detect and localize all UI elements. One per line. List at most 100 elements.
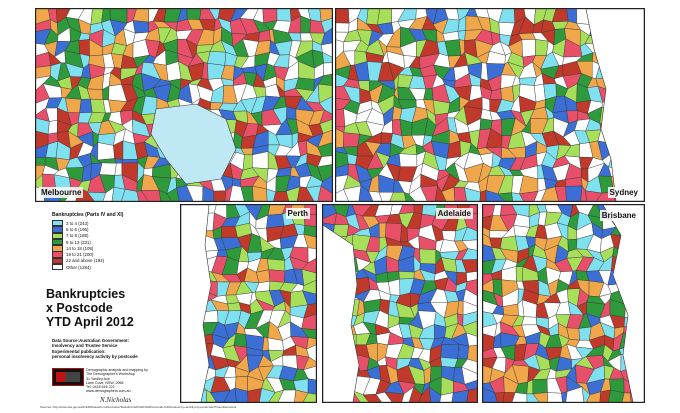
postcode-area [389,192,407,201]
postcode-area [451,389,469,402]
postcode-area [266,258,286,272]
credit-line: Lane Cove, NSW, 2066 [86,380,124,385]
credit-line: 31 Yardley Ave [86,376,110,381]
postcode-area [621,392,632,402]
postcode-area [586,391,601,402]
postcode-area [343,132,361,148]
postcode-area [541,186,559,201]
data-source-note: Data Source:Australian Government: Insol… [52,338,176,360]
postcode-area [581,386,591,402]
postcode-area [521,316,538,326]
postcode-area [401,386,415,402]
postcode-area [36,157,47,166]
source-line-1: Data Source:Australian Government: [52,338,130,343]
source-line-3: Experimental publication: [52,348,106,354]
postcode-area [301,313,316,330]
postcode-area [461,248,477,261]
postcode-area [166,187,180,201]
legend-title: Bankruptcies (Parts IV and XI) [52,212,124,218]
postcode-area [256,269,271,284]
postcode-area [319,9,332,23]
postcode-area [273,190,290,201]
postcode-area [266,188,277,201]
postcode-area [307,247,316,264]
postcode-area [440,343,460,360]
postcode-area [465,279,477,296]
postcode-area [494,392,505,402]
panel-label-sydney: Sydney [607,187,640,198]
postcode-area [132,20,150,34]
legend-item: 3 to 4 (243) [52,219,170,227]
postcode-area [403,192,416,201]
postcode-area [303,303,316,319]
credit-line: Tel: 0418 616 222 [86,385,115,390]
postcode-area [461,226,477,241]
postcode-area [99,162,117,176]
postcode-area [398,153,418,168]
adelaide-map [323,205,477,402]
legend-swatch [52,251,63,258]
postcode-area [467,344,477,363]
map-panel-brisbane: Brisbane [482,204,645,403]
postcode-area [247,388,262,402]
postcode-area [259,388,276,402]
postcode-area [207,50,227,66]
postcode-area [121,189,140,201]
panel-label-adelaide: Adelaide [435,208,473,219]
postcode-area [97,142,115,161]
panel-label-brisbane: Brisbane [599,210,638,221]
postcode-area [317,185,332,201]
postcode-area [511,192,524,201]
postcode-area [384,391,405,402]
postcode-area [457,343,470,360]
postcode-area [186,185,204,201]
legend-item: 19 to 21 (200) [52,251,170,258]
postcode-area [428,386,442,402]
postcode-area [121,158,139,164]
postcode-area [358,185,374,201]
source-line-2: Insolvency and Trustee Service [52,343,118,349]
postcode-area [534,188,547,201]
legend-swatch [52,219,63,227]
footer-source-url: Sources: http://www.itsa.gov.au/dir228/i… [40,405,237,409]
postcode-area [303,356,316,371]
map-title: Bankruptcies x Postcode YTD April 2012 [46,287,178,329]
postcode-area [317,73,332,86]
postcode-area [434,185,447,201]
postcode-area [317,142,332,157]
postcode-area [515,266,524,282]
map-panel-melbourne: Melbourne [35,8,333,202]
postcode-area [532,392,549,402]
postcode-area [420,185,438,201]
postcode-area [285,186,301,201]
title-line-3: YTD April 2012 [46,315,134,329]
postcode-area [526,393,540,402]
postcode-area [223,387,237,402]
postcode-area [408,386,423,402]
postcode-area [307,378,316,395]
postcode-area [368,190,383,201]
postcode-area [608,389,625,402]
postcode-area [306,337,316,350]
postcode-area [336,22,350,33]
postcode-area [323,62,332,76]
postcode-area [305,185,322,201]
postcode-area [229,185,245,201]
postcode-area [336,189,349,201]
postcode-area [301,328,316,340]
legend-label: 14 to 18 (109) [66,245,94,251]
postcode-area [599,389,611,402]
postcode-area [224,184,233,201]
sydney-ocean [585,9,644,201]
postcode-area [176,185,194,201]
postcode-area [252,185,268,201]
author-signature: N.Nicholas [100,396,132,404]
postcode-area [227,302,242,312]
demographers-workshop-logo [52,368,84,386]
legend-swatch [52,238,63,246]
gulf-st-vincent [323,224,360,402]
legend-item: 7 to 8 (188) [52,232,170,239]
postcode-area [303,234,316,249]
postcode-area [78,39,90,57]
postcode-area [318,96,332,115]
